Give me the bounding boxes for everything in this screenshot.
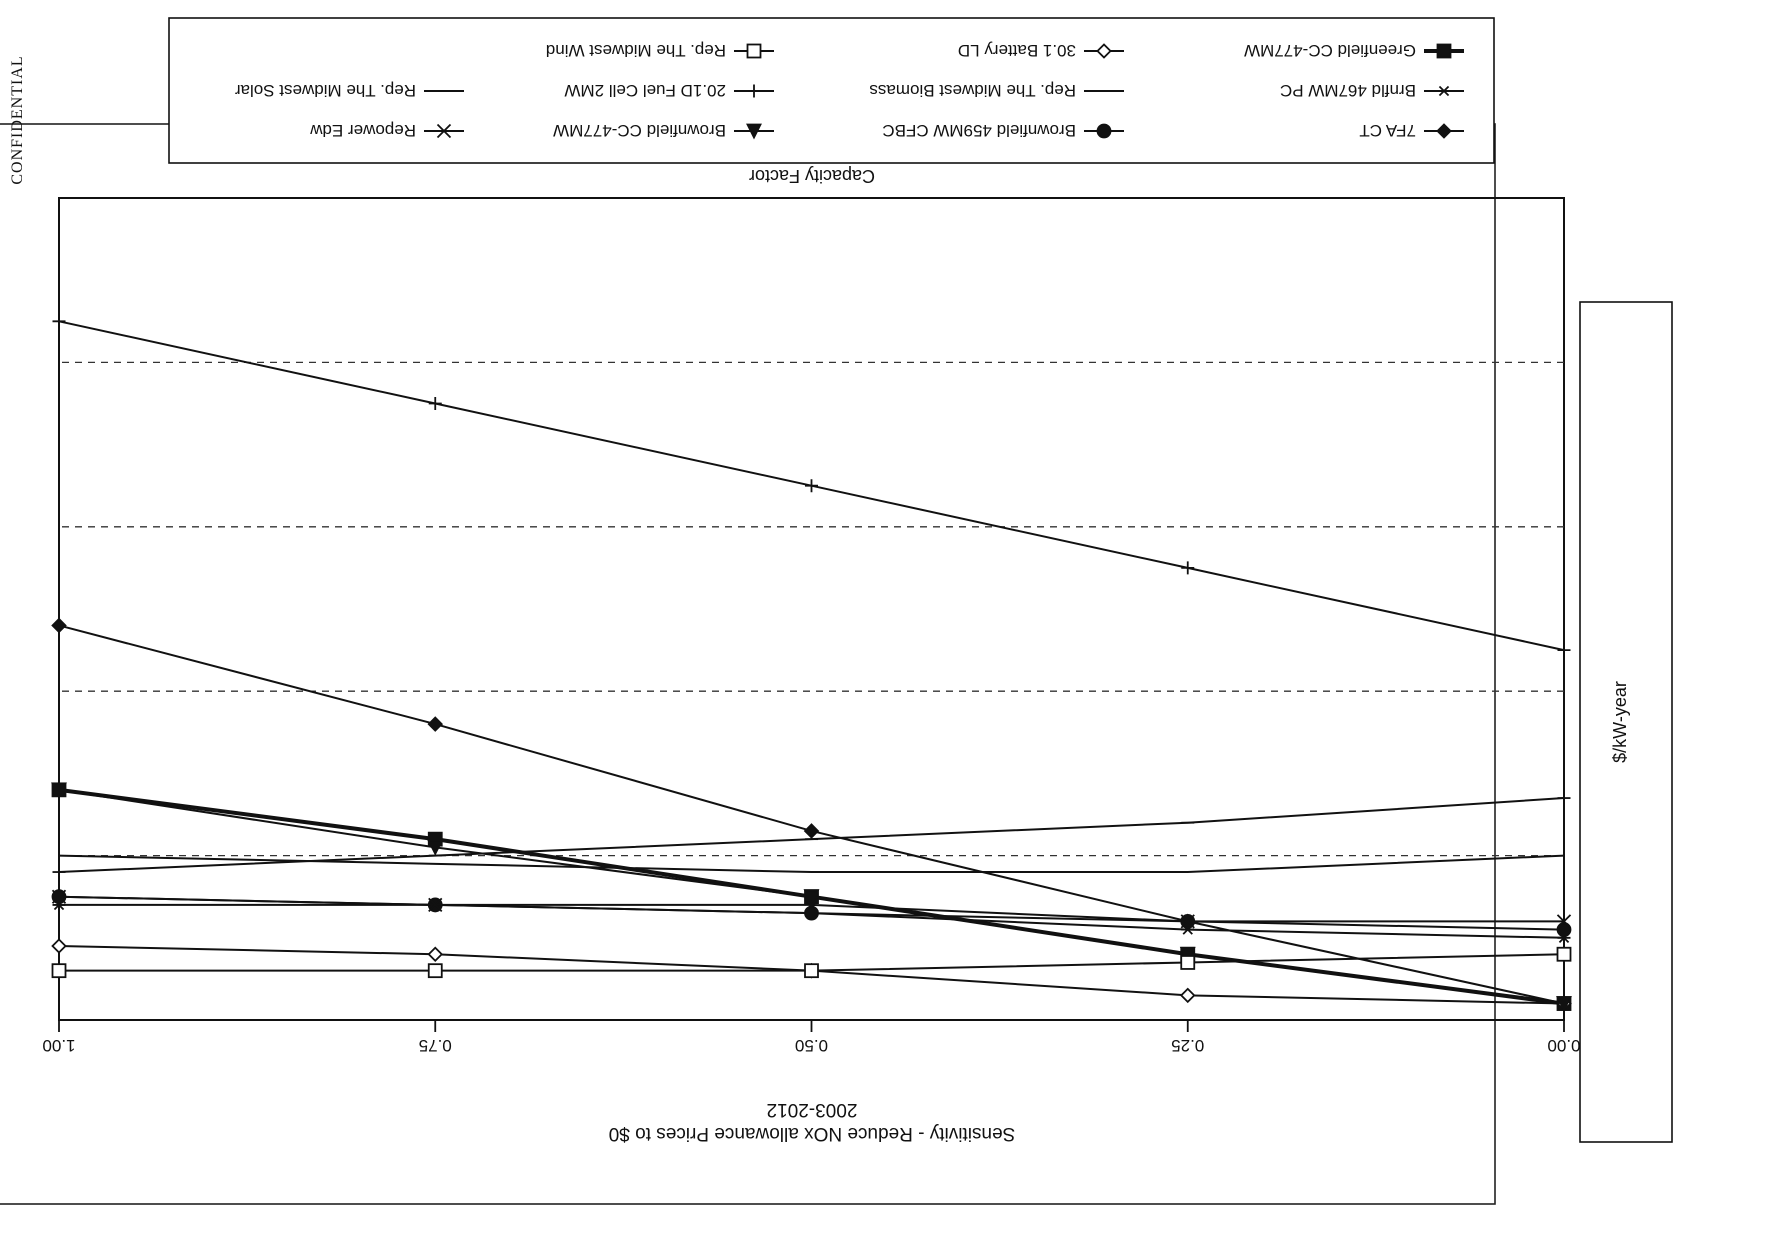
x-axis-ticks: 0.00 0.25 0.50 0.75 1.00 (42, 1020, 1581, 1055)
data-point (427, 963, 443, 979)
data-point (804, 963, 819, 979)
data-point (1179, 987, 1196, 1004)
series-4 (58, 854, 1565, 874)
gridlines (59, 361, 1564, 857)
data-point (1556, 914, 1572, 929)
legend-label: Repower Edw (309, 121, 416, 140)
legend-item: Brownfield CC-477MW (553, 121, 774, 140)
data-point (428, 397, 442, 410)
data-point (1556, 922, 1572, 937)
legend-box (168, 17, 1495, 164)
y-axis-title: $/kW-year (1610, 681, 1630, 763)
series-line (58, 854, 1565, 874)
legend-item: 20.1D Fuel Cell 2MW (564, 81, 774, 100)
legend-item: Rep. The Midwest Biomass (869, 81, 1124, 100)
data-point (1181, 561, 1195, 575)
legend-marker (746, 43, 762, 59)
x-tick-label: 0.75 (419, 1036, 452, 1055)
legend: 7FA CT Brnfld 467MW PC Greenfield CC-477MW… (235, 41, 1464, 140)
legend-item: Repower Edw (309, 121, 464, 140)
data-point (52, 314, 66, 328)
legend-item: Rep. The Midwest Wind (546, 41, 774, 60)
legend-marker (1096, 123, 1112, 139)
legend-marker (1096, 43, 1112, 59)
rotated-chart: $/kW-year 0.00 0.25 0.50 0.75 1.00 Capacity … (0, 17, 1673, 1205)
legend-label: Rep. The Midwest Solar (235, 81, 416, 100)
data-point (51, 889, 67, 904)
data-point (1180, 914, 1195, 929)
series-8 (51, 946, 1572, 979)
series-line (58, 624, 1565, 1005)
series-7 (52, 314, 1571, 657)
x-tick-label: 0.25 (1171, 1036, 1204, 1055)
data-point (427, 716, 444, 732)
data-point (427, 946, 444, 963)
legend-marker (1437, 85, 1451, 97)
data-point (1179, 946, 1196, 963)
series-layer (51, 314, 1572, 1013)
legend-marker (1436, 123, 1452, 139)
data-point (427, 839, 444, 856)
data-point (51, 938, 67, 954)
legend-marker (1436, 43, 1452, 59)
series-10 (52, 797, 1571, 874)
data-point (803, 889, 820, 906)
data-point (1556, 946, 1572, 962)
data-point (1180, 955, 1196, 970)
data-point (51, 782, 67, 799)
chart-title: Sensitivity - Reduce NOx allowance Price… (609, 1123, 1016, 1144)
legend-label: Brownfield 459MW CFBC (882, 121, 1076, 140)
series-9 (51, 889, 1572, 929)
legend-item: Brownfield 459MW CFBC (882, 121, 1124, 140)
legend-label: Rep. The Midwest Biomass (869, 81, 1076, 100)
legend-label: 7FA CT (1359, 121, 1416, 140)
x-axis-title: Capacity Factor (749, 166, 875, 186)
legend-item: Greenfield CC-477MW (1244, 41, 1464, 60)
data-point (1556, 996, 1572, 1013)
legend-label: Rep. The Midwest Wind (546, 41, 726, 60)
data-point (803, 823, 820, 839)
legend-label: Brownfield CC-477MW (553, 121, 726, 140)
legend-marker (436, 123, 452, 139)
data-point (51, 963, 67, 979)
legend-label: 20.1D Fuel Cell 2MW (564, 81, 726, 100)
data-point (428, 897, 443, 913)
x-tick-label: 1.00 (42, 1036, 75, 1055)
legend-label: Greenfield CC-477MW (1244, 41, 1416, 60)
legend-item: 7FA CT (1359, 121, 1464, 140)
legend-label: Brnfld 467MW PC (1280, 81, 1416, 100)
legend-marker (746, 123, 762, 140)
legend-item: 30.1 Battery LD (958, 41, 1124, 60)
chart-subtitle: 2003-2012 (767, 1099, 858, 1120)
outer-frame (0, 123, 1496, 1205)
legend-item: Rep. The Midwest Solar (235, 81, 464, 100)
data-point (804, 905, 819, 921)
legend-label: 30.1 Battery LD (958, 41, 1076, 60)
series-6 (51, 782, 1572, 1013)
legend-marker (747, 84, 761, 98)
data-point (51, 617, 67, 634)
data-point (805, 479, 818, 493)
legend-item: Brnfld 467MW PC (1280, 81, 1464, 100)
data-point (804, 897, 819, 913)
data-point (1557, 643, 1571, 657)
y-axis-title-box (1579, 301, 1673, 1143)
confidential-stamp: CONFIDENTIAL (9, 55, 26, 184)
x-tick-label: 0.50 (795, 1036, 828, 1055)
x-tick-label: 0.00 (1547, 1036, 1580, 1055)
